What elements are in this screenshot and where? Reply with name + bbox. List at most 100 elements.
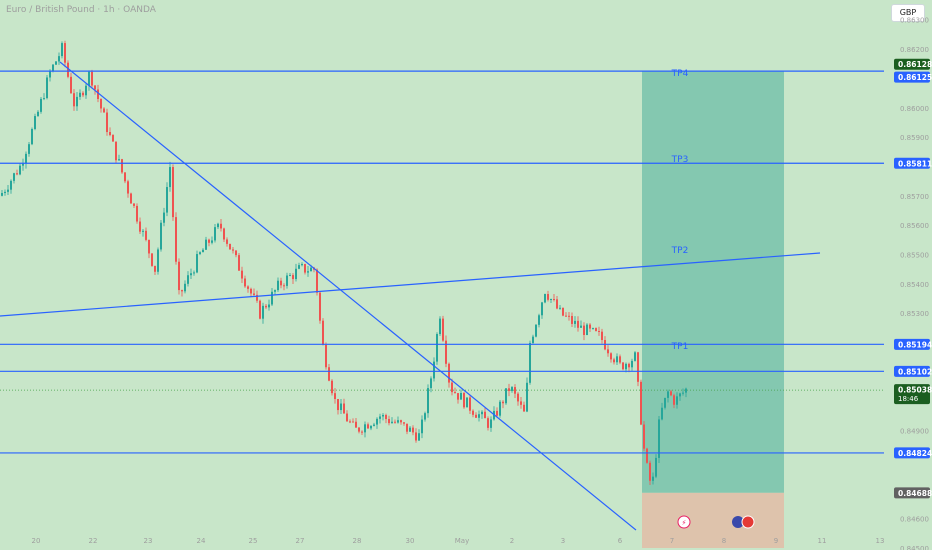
candle (490, 419, 492, 428)
candle (316, 269, 318, 293)
candle (562, 307, 564, 316)
candle (292, 275, 294, 280)
candle (151, 253, 153, 266)
x-tick-label: 23 (144, 537, 153, 545)
candle (268, 304, 270, 308)
candle (442, 318, 444, 341)
candle (235, 250, 237, 256)
candle (49, 71, 51, 78)
y-tick-label: 0.85700 (900, 193, 929, 201)
candle (379, 416, 381, 419)
candle (187, 275, 189, 284)
x-tick-label: 7 (670, 537, 674, 545)
candle (643, 424, 645, 449)
candle (277, 280, 279, 291)
y-tick-label: 0.86000 (900, 105, 929, 113)
candle (205, 239, 207, 250)
level-lines: TP4 TP3 TP2 TP1 (0, 69, 884, 454)
candle (259, 300, 261, 319)
candle (586, 324, 588, 335)
candle (430, 378, 432, 389)
candle (310, 267, 312, 272)
price-badge-label: 0.85038 (898, 386, 932, 395)
candle (295, 268, 297, 280)
candle (424, 413, 426, 420)
candle (577, 320, 579, 328)
price-badge-label: 0.85194 (898, 340, 932, 349)
candle (103, 108, 105, 113)
candle (130, 193, 132, 204)
candle (298, 265, 300, 269)
y-axis: 0.86300 0.86200 0.86000 0.85900 0.85700 0.856… (900, 17, 929, 550)
candle (253, 293, 255, 295)
x-tick-label: 11 (818, 537, 827, 545)
candle (475, 414, 477, 418)
candle (448, 363, 450, 383)
trend-lines (0, 61, 821, 531)
candle (118, 159, 120, 161)
candle (265, 305, 267, 308)
candle (652, 476, 654, 481)
candle (457, 393, 459, 400)
candle (346, 413, 348, 422)
candle (625, 363, 627, 370)
candle (250, 288, 252, 294)
candle (520, 401, 522, 405)
candle (664, 397, 666, 408)
candle (340, 403, 342, 411)
x-axis: 20 22 23 24 25 27 28 30 May 2 3 6 7 8 9 11 13 (32, 537, 885, 545)
candle (217, 223, 219, 228)
candle (67, 62, 69, 77)
candle (418, 433, 420, 441)
candle (115, 141, 117, 161)
candle (178, 261, 180, 291)
candle (409, 427, 411, 432)
currency-button[interactable]: GBP (891, 4, 925, 22)
candle (682, 392, 684, 394)
level-label: TP2 (671, 246, 689, 256)
candle (13, 173, 15, 181)
candle (568, 315, 570, 317)
candle (538, 315, 540, 325)
profit-zone (642, 71, 784, 493)
candle (433, 361, 435, 379)
price-badge-label: 0.84688 (898, 489, 932, 498)
x-tick-label: 8 (722, 537, 726, 545)
candle (391, 421, 393, 424)
candle (505, 388, 507, 404)
candle (208, 239, 210, 243)
candle (139, 221, 141, 232)
candle (499, 401, 501, 416)
candle (565, 315, 567, 317)
price-badge (894, 58, 930, 70)
candle (403, 422, 405, 424)
candle (4, 191, 6, 194)
y-tick-label: 0.86200 (900, 46, 929, 54)
candle (100, 98, 102, 109)
x-tick-label: 3 (561, 537, 565, 545)
candle (133, 203, 135, 206)
candle (622, 362, 624, 370)
candle (79, 92, 81, 97)
candle (73, 93, 75, 107)
x-tick-label: 24 (197, 537, 206, 545)
candle (88, 71, 90, 86)
x-tick-label: 2 (510, 537, 514, 545)
y-tick-label: 0.85300 (900, 310, 929, 318)
candle (394, 421, 396, 423)
candle (388, 419, 390, 424)
candle (436, 334, 438, 362)
candle (541, 302, 543, 316)
candle (397, 420, 399, 423)
candle (646, 448, 648, 463)
x-tick-label: 27 (296, 537, 305, 545)
candle (238, 255, 240, 271)
candle (478, 414, 480, 418)
candle (37, 111, 39, 117)
candle (280, 280, 282, 286)
y-tick-label: 0.86300 (900, 17, 929, 25)
y-tick-label: 0.84600 (900, 516, 929, 524)
candle (631, 360, 633, 368)
candle (382, 414, 384, 417)
